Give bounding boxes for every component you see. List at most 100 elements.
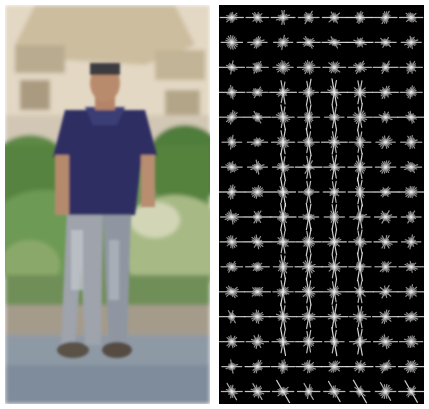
hog-cell xyxy=(221,359,243,374)
hog-cell xyxy=(345,280,375,304)
hog-cell xyxy=(294,329,323,354)
hog-cell xyxy=(399,335,424,349)
hog-cell xyxy=(269,177,297,207)
hog-cell xyxy=(346,37,374,48)
hog-cell xyxy=(246,60,269,74)
hog-cell xyxy=(298,78,320,106)
pedestrian-photo xyxy=(5,5,210,404)
hog-cell xyxy=(323,204,346,230)
hog-cell xyxy=(244,383,271,400)
hog-cell xyxy=(272,254,294,280)
hog-cell xyxy=(373,210,398,224)
hog-cell xyxy=(374,160,397,174)
hog-cell xyxy=(320,360,348,373)
hog-cell xyxy=(320,78,349,107)
hog-cell xyxy=(219,11,244,24)
hog-cell xyxy=(321,36,348,49)
hog-cell xyxy=(219,310,246,324)
hog-cell xyxy=(294,253,324,281)
hog-cell xyxy=(219,60,245,75)
hog-cell xyxy=(324,103,345,131)
hog-cell xyxy=(269,80,298,105)
hog-cell xyxy=(296,304,322,330)
hog-cell xyxy=(374,36,397,48)
hog-cell xyxy=(322,61,347,74)
hog-cell xyxy=(400,210,422,224)
hog-cell xyxy=(220,35,244,50)
hog-cell xyxy=(220,382,243,401)
hog-cell xyxy=(269,203,297,231)
hog-cell xyxy=(271,104,295,131)
hog-cell xyxy=(372,285,399,299)
hog-cell xyxy=(297,127,320,157)
hog-cell xyxy=(219,109,245,125)
hog-cell xyxy=(219,285,246,299)
hog-cell xyxy=(243,210,272,224)
hog-cell xyxy=(298,203,320,231)
hog-cell xyxy=(372,334,399,350)
hog-cell xyxy=(297,10,320,25)
hog-cell xyxy=(220,160,243,174)
hog-cell xyxy=(398,380,424,403)
hog-cell xyxy=(373,234,398,249)
hog-cell xyxy=(348,305,372,329)
hog-cell xyxy=(322,180,346,204)
hog-cell xyxy=(271,327,295,356)
hog-cell xyxy=(270,230,296,254)
hog-cell xyxy=(397,311,424,323)
hog-cell xyxy=(243,110,272,124)
hog-cell xyxy=(374,382,397,401)
hog-cell xyxy=(348,130,372,155)
hog-cell xyxy=(397,360,424,374)
hog-cell xyxy=(373,10,398,25)
hog-cell xyxy=(246,86,269,99)
hog-cell xyxy=(244,185,271,199)
hog-cell xyxy=(243,234,272,250)
hog-cell xyxy=(219,335,245,349)
hog-cell xyxy=(400,161,423,174)
hog-cell xyxy=(297,104,321,131)
hog-cell xyxy=(220,209,244,225)
hog-cell xyxy=(397,284,424,300)
hog-cell xyxy=(397,185,424,199)
hog-cell xyxy=(295,227,322,257)
hog-cell xyxy=(397,110,424,124)
hog-cell xyxy=(272,34,294,51)
hog-cell xyxy=(372,85,399,100)
hog-cell xyxy=(347,60,372,75)
hog-cell xyxy=(375,359,396,374)
hog-cell xyxy=(373,111,399,124)
hog-cell xyxy=(400,234,422,250)
hog-cell xyxy=(245,334,270,350)
hog-cell xyxy=(348,252,372,282)
hog-cell xyxy=(272,277,294,306)
hog-cell xyxy=(347,177,373,207)
hog-cell xyxy=(371,186,400,198)
hog-cell xyxy=(346,80,374,105)
hog-cell xyxy=(244,359,271,374)
hog-cell xyxy=(219,84,246,100)
hog-cell xyxy=(272,60,294,75)
hog-cell xyxy=(349,327,371,356)
hog-visualization xyxy=(219,5,424,404)
hog-cell xyxy=(295,359,323,374)
hog-cell xyxy=(297,180,320,204)
hog-cell xyxy=(347,103,373,132)
hog-cell xyxy=(268,303,298,331)
hog-cell xyxy=(245,261,270,272)
hog-cell xyxy=(271,153,295,182)
hog-cell xyxy=(294,155,323,179)
hog-cell xyxy=(323,380,346,403)
hog-cell xyxy=(347,152,373,182)
hog-cell xyxy=(320,129,348,155)
pedestrian-photo-drawing xyxy=(5,5,210,404)
hog-cell xyxy=(399,85,423,100)
hog-cell xyxy=(372,309,400,324)
hog-cell xyxy=(219,235,245,249)
hog-cell xyxy=(346,360,374,374)
hog-cell xyxy=(349,203,371,230)
hog-cell xyxy=(322,278,347,305)
hog-cell xyxy=(323,154,346,180)
hog-cell xyxy=(294,278,323,306)
hog-cell xyxy=(321,228,347,256)
